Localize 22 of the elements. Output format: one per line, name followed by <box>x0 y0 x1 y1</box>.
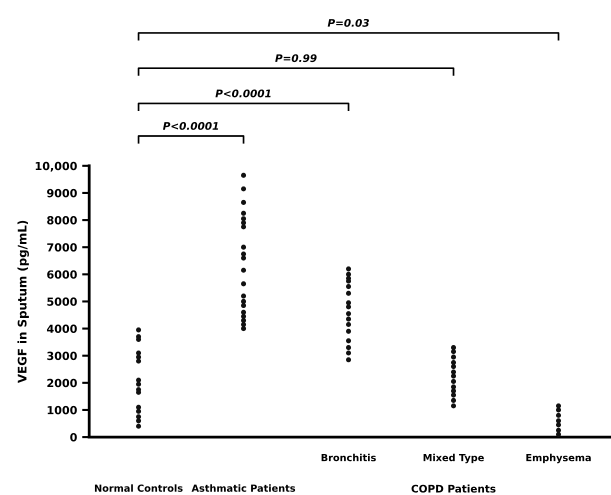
x-tick-label: Emphysema <box>526 454 591 464</box>
y-tick-label: 1000 <box>48 406 77 414</box>
y-axis-title: VEGF in Sputum (pg/mL) <box>17 220 29 384</box>
x-tick-label: Bronchitis <box>322 454 376 462</box>
text: COPD Patients <box>412 484 496 493</box>
text: P=0.03 <box>328 18 369 27</box>
y-tick-label: 0 <box>70 433 77 442</box>
y-tick-label: 5000 <box>47 297 77 306</box>
y-tick-label: 4000 <box>46 324 77 333</box>
y-tick-label: 6000 <box>47 270 77 279</box>
x-tick-label: Asthmatic Patients <box>192 484 296 492</box>
y-tick-label: 3000 <box>47 352 77 360</box>
y-tick-label: 10,000 <box>36 162 77 172</box>
y-tick-label: 9000 <box>47 188 77 198</box>
y-tick-label: 8000 <box>47 216 77 224</box>
x-tick-label: Normal Controls <box>94 484 183 492</box>
text: P<0.0001 <box>215 89 271 98</box>
y-tick-label: 7000 <box>47 243 77 252</box>
text: P<0.0001 <box>162 122 218 130</box>
y-tick-label: 2000 <box>47 378 77 388</box>
text: P=0.99 <box>275 54 317 62</box>
x-tick-label: Mixed Type <box>424 454 484 464</box>
